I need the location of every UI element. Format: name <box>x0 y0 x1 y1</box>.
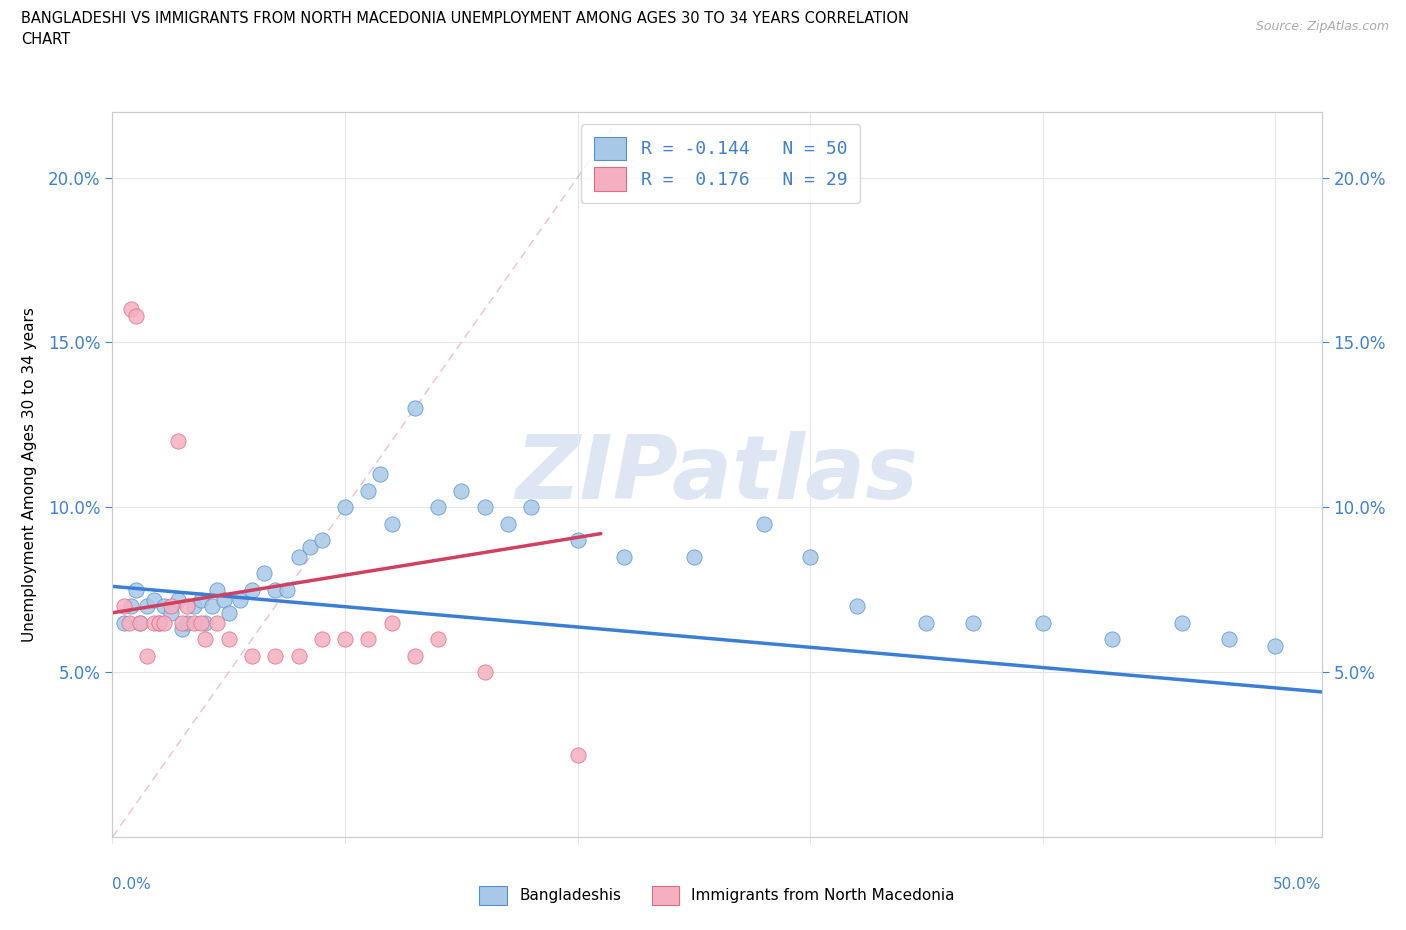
Point <box>112 616 135 631</box>
Point <box>218 631 240 646</box>
Point <box>567 533 589 548</box>
Point <box>253 565 276 580</box>
Point <box>166 434 188 449</box>
Point <box>613 550 636 565</box>
Point <box>962 616 984 631</box>
Point <box>264 582 287 597</box>
Point <box>183 616 205 631</box>
Point <box>915 616 938 631</box>
Point <box>190 616 212 631</box>
Text: 0.0%: 0.0% <box>112 877 152 892</box>
Text: CHART: CHART <box>21 32 70 46</box>
Point <box>118 616 141 631</box>
Text: ZIPatlas: ZIPatlas <box>516 431 918 518</box>
Point <box>205 616 228 631</box>
Point <box>427 631 450 646</box>
Legend: Bangladeshis, Immigrants from North Macedonia: Bangladeshis, Immigrants from North Mace… <box>471 878 963 912</box>
Point <box>240 648 263 663</box>
Point <box>120 302 142 317</box>
Point <box>176 616 198 631</box>
Point <box>1264 638 1286 653</box>
Point <box>1032 616 1054 631</box>
Point <box>404 401 426 416</box>
Point <box>276 582 298 597</box>
Point <box>682 550 704 565</box>
Point <box>1171 616 1194 631</box>
Point <box>474 499 496 514</box>
Point <box>218 605 240 620</box>
Point <box>120 599 142 614</box>
Y-axis label: Unemployment Among Ages 30 to 34 years: Unemployment Among Ages 30 to 34 years <box>22 307 37 642</box>
Point <box>172 622 194 637</box>
Point <box>496 516 519 531</box>
Point <box>205 582 228 597</box>
Point <box>166 592 188 607</box>
Point <box>474 665 496 680</box>
Point <box>129 616 152 631</box>
Point <box>229 592 252 607</box>
Text: 50.0%: 50.0% <box>1274 877 1322 892</box>
Point <box>357 484 380 498</box>
Point <box>143 592 166 607</box>
Point <box>333 631 356 646</box>
Point <box>212 592 235 607</box>
Point <box>148 616 170 631</box>
Point <box>404 648 426 663</box>
Point <box>287 648 309 663</box>
Point <box>194 616 217 631</box>
Point <box>845 599 868 614</box>
Point <box>799 550 821 565</box>
Point <box>125 309 148 324</box>
Point <box>333 499 356 514</box>
Point <box>148 616 170 631</box>
Point <box>190 592 212 607</box>
Text: BANGLADESHI VS IMMIGRANTS FROM NORTH MACEDONIA UNEMPLOYMENT AMONG AGES 30 TO 34 : BANGLADESHI VS IMMIGRANTS FROM NORTH MAC… <box>21 11 908 26</box>
Point <box>183 599 205 614</box>
Point <box>125 582 148 597</box>
Point <box>112 599 135 614</box>
Point <box>752 516 775 531</box>
Point <box>159 605 181 620</box>
Point <box>152 616 174 631</box>
Point <box>172 616 194 631</box>
Point <box>311 533 333 548</box>
Point <box>380 616 402 631</box>
Point <box>450 484 472 498</box>
Point <box>1101 631 1123 646</box>
Point <box>159 599 181 614</box>
Point <box>136 599 159 614</box>
Point <box>567 747 589 762</box>
Point <box>129 616 152 631</box>
Point <box>194 631 217 646</box>
Point <box>299 539 322 554</box>
Point <box>201 599 224 614</box>
Point <box>143 616 166 631</box>
Point <box>520 499 543 514</box>
Point <box>1218 631 1240 646</box>
Point <box>136 648 159 663</box>
Point <box>176 599 198 614</box>
Point <box>311 631 333 646</box>
Point <box>357 631 380 646</box>
Point <box>287 550 309 565</box>
Point <box>427 499 450 514</box>
Text: Source: ZipAtlas.com: Source: ZipAtlas.com <box>1256 20 1389 33</box>
Point <box>240 582 263 597</box>
Point <box>152 599 174 614</box>
Point <box>368 467 391 482</box>
Point <box>264 648 287 663</box>
Point <box>380 516 402 531</box>
